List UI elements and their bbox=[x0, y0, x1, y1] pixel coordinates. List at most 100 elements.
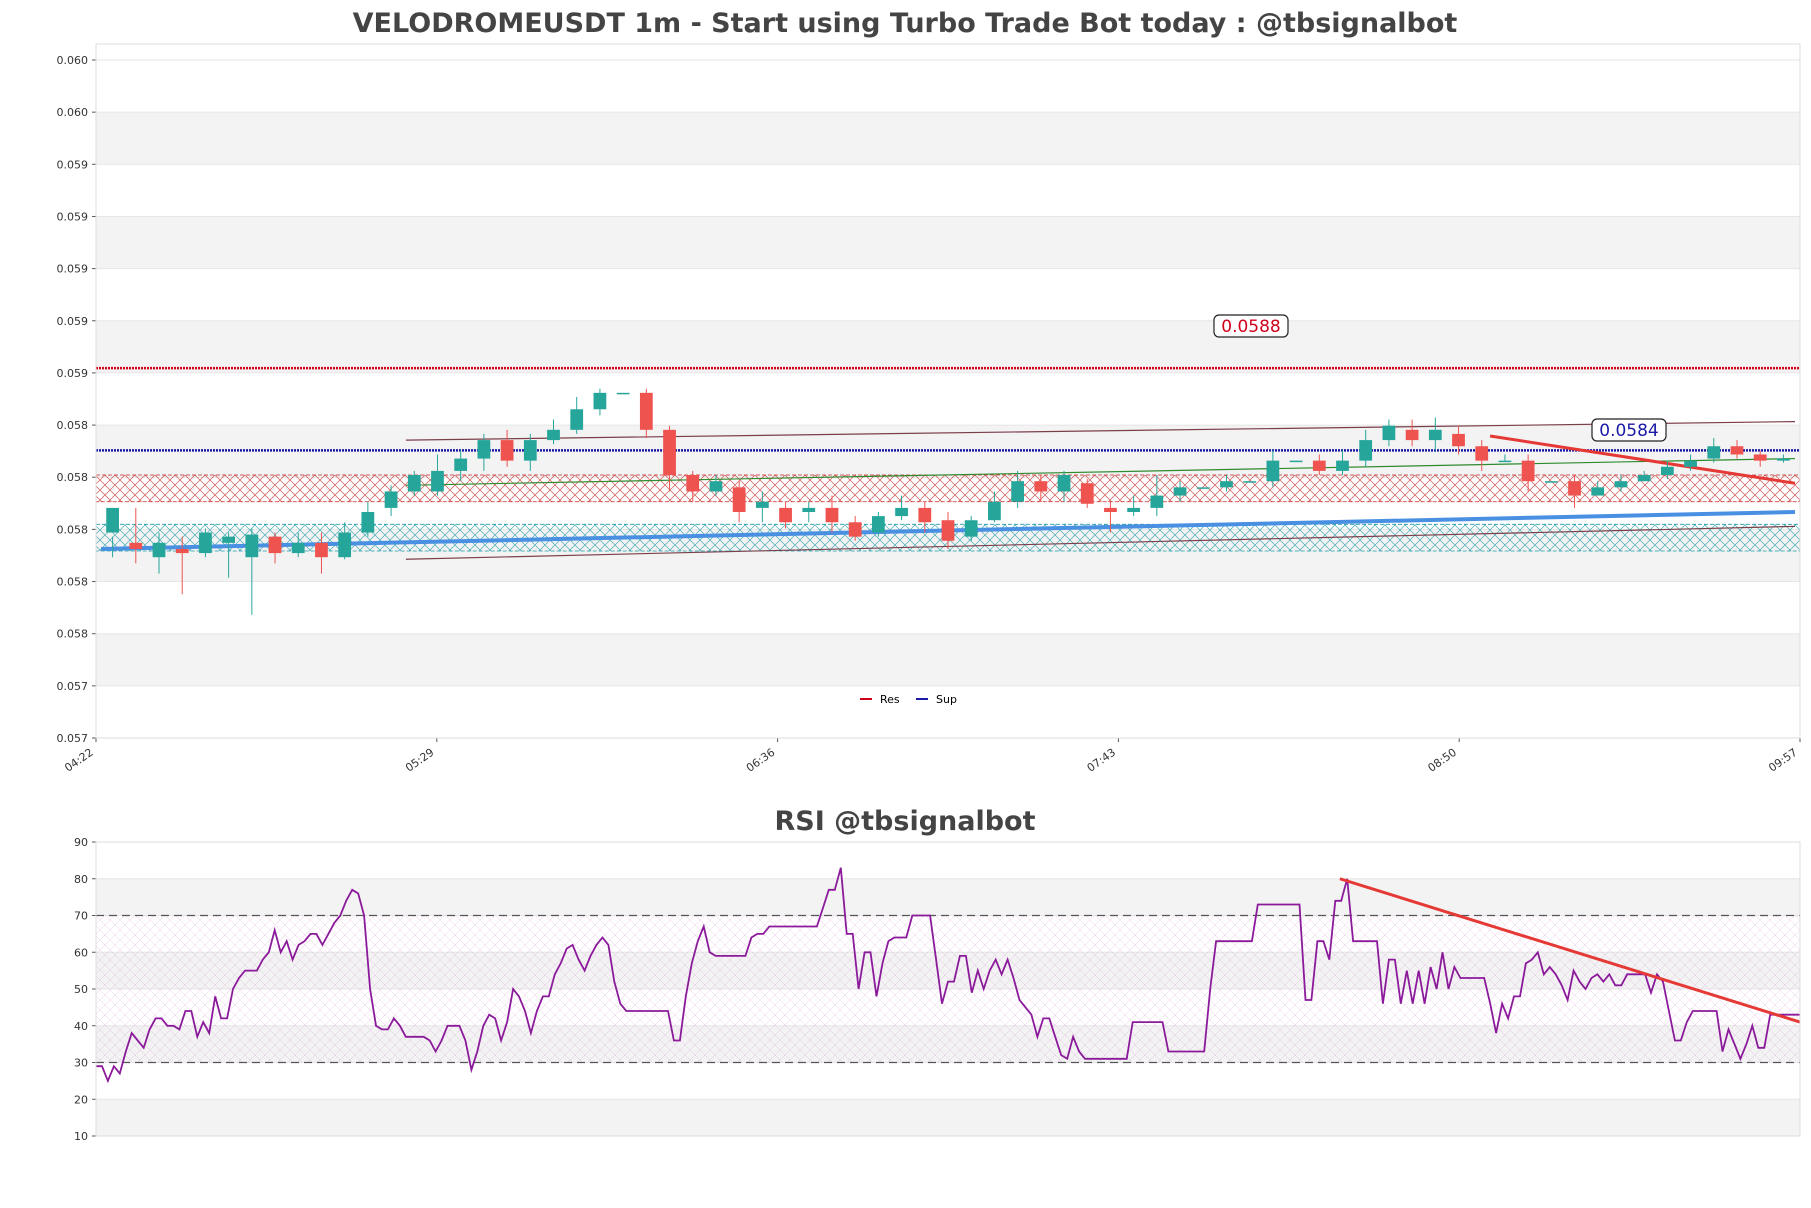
rsi-band bbox=[96, 1099, 1800, 1136]
support-label-box bbox=[1591, 418, 1667, 442]
candle-body bbox=[872, 516, 885, 533]
candle-body bbox=[1591, 487, 1605, 496]
candle-body bbox=[1034, 481, 1048, 492]
candle-body bbox=[500, 440, 514, 461]
rsi-y-tick-label: 30 bbox=[74, 1057, 88, 1070]
rsi-y-tick-label: 10 bbox=[74, 1130, 88, 1143]
candle-body bbox=[1266, 460, 1280, 482]
candle-body bbox=[918, 507, 932, 523]
candle-body bbox=[1660, 466, 1674, 476]
candle-body bbox=[570, 409, 584, 430]
price-y-tick-label: 0.058 bbox=[57, 419, 89, 432]
candle-body bbox=[338, 532, 352, 558]
candle-body bbox=[802, 507, 816, 512]
candle-body bbox=[895, 507, 908, 517]
candle-body bbox=[547, 429, 560, 441]
legend-res-label: Res bbox=[880, 693, 900, 706]
rsi-y-tick-label: 20 bbox=[74, 1093, 88, 1106]
candle-body bbox=[1730, 446, 1744, 455]
candle-body bbox=[175, 548, 189, 554]
candle-body bbox=[1707, 446, 1721, 459]
price-legend: Res Sup bbox=[860, 693, 957, 706]
candle-body bbox=[1220, 481, 1233, 488]
rsi-background-bands bbox=[96, 878, 1800, 1137]
candle-body bbox=[1080, 483, 1094, 504]
candle-body bbox=[245, 534, 259, 558]
rsi-y-tick-label: 70 bbox=[74, 910, 88, 923]
candle-body bbox=[361, 512, 375, 533]
rsi-y-tick-label: 80 bbox=[74, 873, 88, 886]
candle-body bbox=[616, 392, 630, 395]
candle-body bbox=[1011, 481, 1024, 502]
candle-body bbox=[268, 536, 282, 554]
resistance-trend-line bbox=[1489, 434, 1796, 485]
price-chart-title: VELODROMEUSDT 1m - Start using Turbo Tra… bbox=[353, 8, 1458, 39]
legend-sup-label: Sup bbox=[936, 693, 957, 706]
price-y-tick-label: 0.060 bbox=[57, 106, 89, 119]
price-y-tick-label: 0.057 bbox=[57, 680, 89, 693]
price-band bbox=[96, 320, 1800, 373]
candle-body bbox=[1452, 433, 1465, 447]
price-y-tick-label: 0.059 bbox=[57, 210, 89, 223]
level-labels: 0.0588 0.0584 bbox=[1213, 314, 1667, 442]
candle-body bbox=[988, 501, 1001, 521]
candle-body bbox=[1475, 446, 1489, 461]
price-background-bands bbox=[96, 59, 1800, 687]
candle-body bbox=[1173, 487, 1187, 496]
rsi-y-ticks: 10 20 30 40 50 60 70 80 90 bbox=[74, 836, 96, 1143]
candle-body bbox=[732, 487, 746, 512]
price-y-tick-label: 0.058 bbox=[57, 523, 89, 536]
rsi-trend-line bbox=[1339, 877, 1801, 1024]
candle-body bbox=[152, 542, 166, 558]
candle-body bbox=[1382, 425, 1396, 441]
price-x-tick-label: 09:57 bbox=[1766, 746, 1799, 775]
price-y-tick-label: 0.060 bbox=[57, 54, 89, 67]
rsi-y-tick-label: 50 bbox=[74, 983, 88, 996]
price-x-tick-label: 07:43 bbox=[1085, 746, 1118, 775]
rsi-band bbox=[96, 878, 1800, 916]
candle-body bbox=[407, 475, 421, 492]
rsi-y-tick-label: 40 bbox=[74, 1020, 88, 1033]
price-y-tick-label: 0.057 bbox=[57, 732, 89, 745]
candle-body bbox=[1544, 481, 1558, 483]
candle-body bbox=[755, 501, 769, 508]
candle-body bbox=[1568, 481, 1581, 496]
candle-body bbox=[1359, 440, 1373, 461]
candle-body bbox=[1127, 507, 1141, 512]
rsi-y-tick-label: 90 bbox=[74, 836, 88, 849]
price-band bbox=[96, 633, 1800, 686]
candle-body bbox=[477, 440, 491, 459]
candle-body bbox=[431, 470, 444, 492]
rsi-lines bbox=[96, 867, 1801, 1084]
candle-body bbox=[686, 475, 700, 492]
candle-body bbox=[315, 542, 328, 558]
price-x-tick-label: 04:22 bbox=[62, 746, 95, 775]
price-y-tick-label: 0.059 bbox=[57, 367, 89, 380]
rsi-plot-frame bbox=[95, 841, 1801, 1137]
price-x-tick-label: 05:29 bbox=[403, 746, 436, 775]
channel-top-line bbox=[405, 421, 1796, 441]
resistance-zone bbox=[95, 474, 1801, 503]
price-candles bbox=[106, 388, 1790, 615]
candle-body bbox=[384, 491, 398, 508]
candle-body bbox=[1753, 454, 1767, 461]
candle-body bbox=[1196, 487, 1210, 489]
price-band bbox=[96, 112, 1800, 165]
price-y-tick-label: 0.059 bbox=[57, 263, 89, 276]
candle-body bbox=[779, 507, 792, 523]
candle-body bbox=[825, 507, 839, 523]
candle-body bbox=[663, 429, 676, 476]
price-y-tick-label: 0.059 bbox=[57, 315, 89, 328]
candle-body bbox=[1057, 475, 1071, 492]
candle-body bbox=[639, 392, 653, 430]
price-y-tick-label: 0.058 bbox=[57, 576, 89, 589]
candle-body bbox=[1243, 481, 1257, 483]
price-y-tick-label: 0.058 bbox=[57, 471, 89, 484]
rsi-series-line bbox=[96, 867, 1800, 1084]
resistance-label: 0.0588 bbox=[1221, 317, 1280, 337]
candle-body bbox=[129, 542, 143, 549]
candle-body bbox=[941, 520, 955, 541]
candle-body bbox=[593, 392, 607, 410]
candle-body bbox=[709, 481, 723, 492]
